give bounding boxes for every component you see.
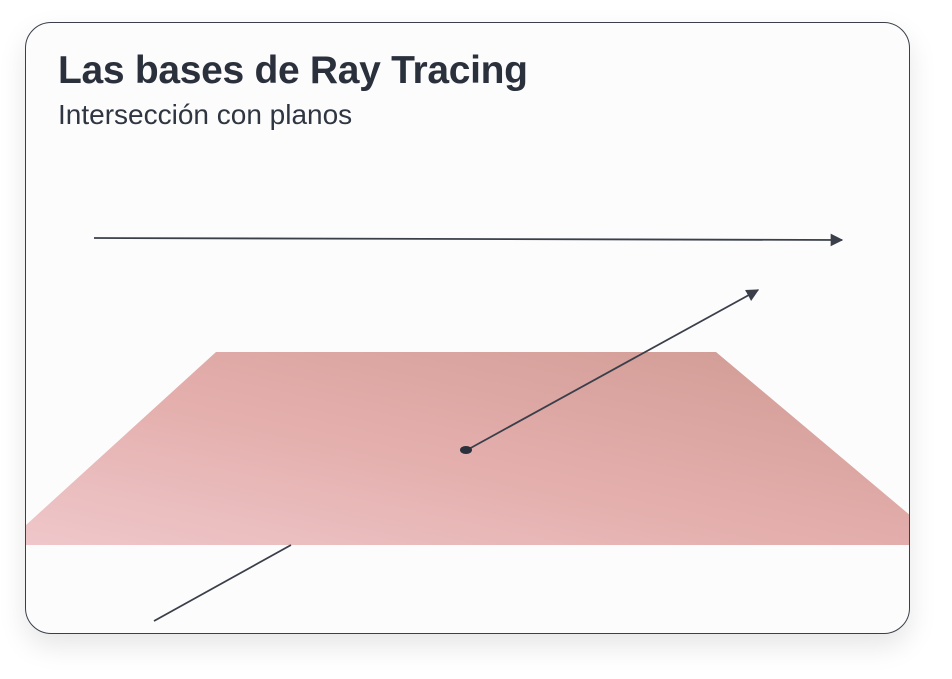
incident-ray	[153, 544, 292, 622]
ray-plane-diagram	[26, 233, 909, 622]
intersection-point	[460, 446, 472, 454]
parallel-ray	[93, 233, 844, 247]
diagram-card: Las bases de Ray Tracing Intersección co…	[25, 22, 910, 634]
page-title: Las bases de Ray Tracing	[58, 49, 528, 92]
reflected-ray	[466, 289, 760, 451]
page-subtitle: Intersección con planos	[58, 99, 353, 130]
